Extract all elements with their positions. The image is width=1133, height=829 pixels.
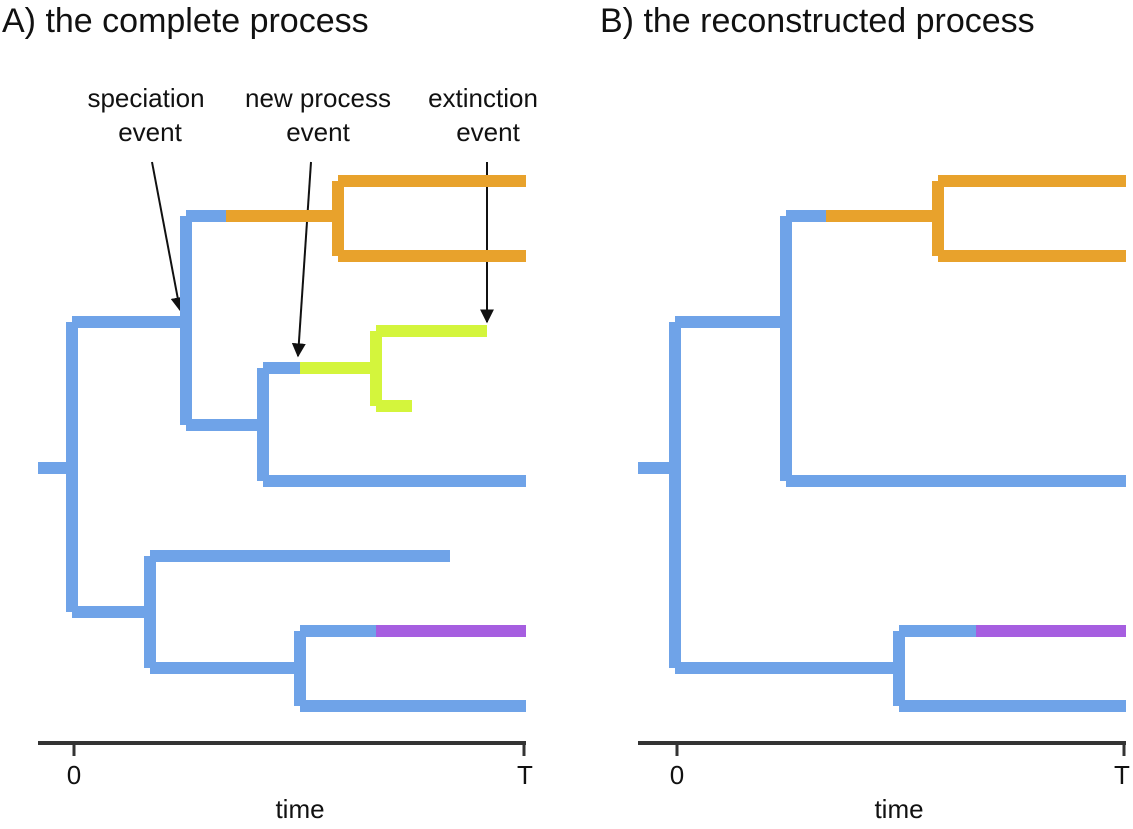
panel-b-title: B) the reconstructed process xyxy=(600,2,1035,40)
tree-b-blue-branches xyxy=(638,210,1126,712)
tree-a-orange-branches xyxy=(226,175,526,262)
panel-a-axis-label: time xyxy=(275,794,324,824)
panel-a: A) the complete process speciation event… xyxy=(2,2,538,824)
panel-b-tick-label-0: 0 xyxy=(670,760,684,790)
speciation-label-line1: speciation xyxy=(87,83,204,113)
panel-a-tick-label-0: 0 xyxy=(67,760,81,790)
panel-b: B) the reconstructed process 0 T tim xyxy=(600,2,1130,824)
panel-a-title: A) the complete process xyxy=(2,2,369,40)
panel-b-axis-label: time xyxy=(874,794,923,824)
speciation-label-line2: event xyxy=(118,117,182,147)
new-process-label-line1: new process xyxy=(245,83,391,113)
extinction-label-line1: extinction xyxy=(428,83,538,113)
tree-b-orange-branches xyxy=(826,175,1126,262)
extinction-label-line2: event xyxy=(456,117,520,147)
tree-a-lime-branches xyxy=(300,325,487,412)
panel-a-tick-label-T: T xyxy=(517,760,533,790)
tree-a-blue-branches xyxy=(38,210,526,712)
new-process-label-line2: event xyxy=(286,117,350,147)
new-process-arrow xyxy=(291,161,312,358)
speciation-arrow xyxy=(151,161,185,312)
panel-b-tick-label-T: T xyxy=(1114,760,1130,790)
